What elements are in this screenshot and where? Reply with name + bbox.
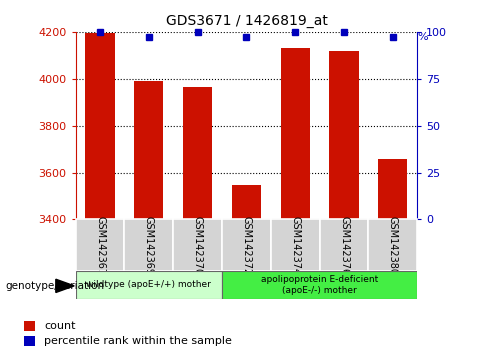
Text: GSM142372: GSM142372 — [242, 216, 251, 275]
Title: GDS3671 / 1426819_at: GDS3671 / 1426819_at — [165, 14, 327, 28]
Text: count: count — [44, 321, 76, 331]
Bar — [85, 33, 115, 219]
Bar — [76, 271, 222, 299]
Bar — [368, 219, 417, 271]
Bar — [24, 321, 36, 331]
Bar — [378, 159, 407, 219]
Text: wildtype (apoE+/+) mother: wildtype (apoE+/+) mother — [86, 280, 211, 290]
Text: GSM142374: GSM142374 — [290, 216, 300, 275]
Text: GSM142370: GSM142370 — [193, 216, 203, 275]
Bar — [24, 336, 36, 346]
Bar — [222, 271, 417, 299]
Polygon shape — [56, 279, 74, 292]
Text: percentile rank within the sample: percentile rank within the sample — [44, 336, 232, 346]
Bar — [329, 51, 359, 219]
Bar — [222, 219, 271, 271]
Text: apolipoprotein E-deficient
(apoE-/-) mother: apolipoprotein E-deficient (apoE-/-) mot… — [261, 275, 378, 295]
Text: GSM142380: GSM142380 — [388, 216, 398, 275]
Bar — [281, 48, 310, 219]
Bar — [183, 87, 212, 219]
Text: genotype/variation: genotype/variation — [5, 281, 104, 291]
Text: GSM142369: GSM142369 — [144, 216, 154, 275]
Text: GSM142367: GSM142367 — [95, 216, 105, 275]
Bar — [134, 81, 163, 219]
Bar — [271, 219, 320, 271]
Bar — [232, 185, 261, 219]
Bar — [124, 219, 173, 271]
Bar — [76, 219, 124, 271]
Text: GSM142376: GSM142376 — [339, 216, 349, 275]
Bar — [173, 219, 222, 271]
Text: %: % — [417, 32, 428, 42]
Bar — [320, 219, 368, 271]
